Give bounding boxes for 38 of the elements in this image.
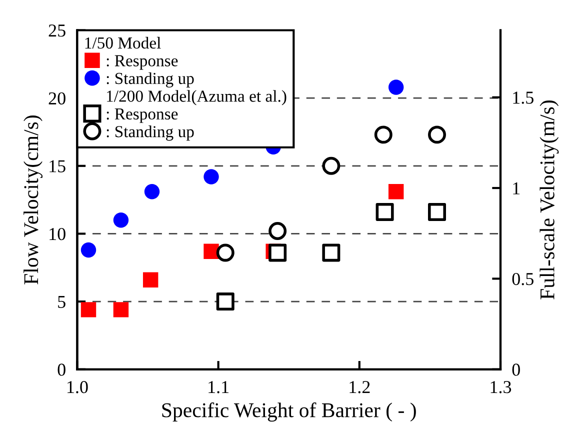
point <box>204 169 219 184</box>
point <box>216 292 234 311</box>
annotation: 1/200 Model(Azuma et al.) <box>107 90 286 106</box>
point <box>204 244 219 259</box>
point <box>80 242 96 258</box>
x-tick-label: 1.1 <box>208 381 229 394</box>
point <box>144 184 160 200</box>
x-tick-label: 1.2 <box>350 381 370 394</box>
point <box>322 244 340 262</box>
legend-title: 1/50 Model <box>85 36 161 49</box>
point <box>376 203 394 222</box>
y2-tick-label: 1 <box>513 182 520 194</box>
point <box>268 244 287 262</box>
y2-tick-label: 0 <box>512 364 520 376</box>
x-tick-label: 1.3 <box>490 381 512 394</box>
point <box>113 212 129 228</box>
y-tick-label: 15 <box>50 160 66 172</box>
legend-label: : Standing up <box>106 126 194 141</box>
x-axis-title: Specific Weight of Barrier ( - ) <box>162 402 416 422</box>
y-tick-label: 0 <box>58 364 66 376</box>
y2-axis-title: Full-scale Velocity(m/s) <box>540 100 559 300</box>
legend-label: : Standing up <box>106 72 194 88</box>
legend-label: : Response <box>106 55 178 70</box>
point <box>113 302 129 318</box>
point <box>388 184 404 200</box>
x-tick-label: 1.0 <box>68 380 88 394</box>
point <box>80 302 96 318</box>
y-tick-label: 10 <box>50 228 66 240</box>
y2-tick-label: 1.5 <box>513 92 534 104</box>
point <box>142 272 158 288</box>
y2-tick-label: 0.5 <box>512 272 534 286</box>
y-tick-label: 20 <box>48 92 66 105</box>
y-axis-title: Flow Velocity(cm/s) <box>24 116 42 284</box>
y-tick-label: 5 <box>58 296 66 308</box>
point <box>428 203 446 222</box>
legend-label: : Response <box>106 108 178 123</box>
point <box>388 80 404 95</box>
y-tick-label: 25 <box>48 24 66 37</box>
